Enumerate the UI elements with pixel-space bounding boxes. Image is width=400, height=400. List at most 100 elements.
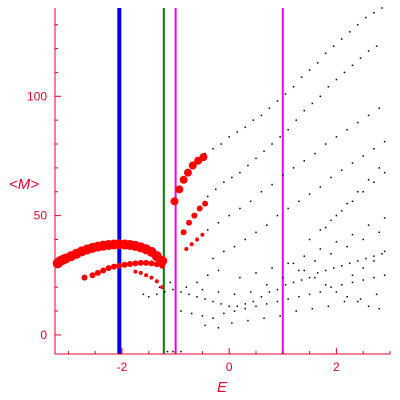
data-point [357,190,359,193]
data-point [223,312,225,315]
data-point [215,188,217,191]
data-point [212,148,214,150]
data-point [383,171,386,174]
y-tick-label: 0 [40,328,47,342]
data-point [373,181,375,183]
data-point [255,272,257,274]
data-point [300,279,303,281]
x-tick-label: 2 [333,360,340,374]
data-point [212,317,214,319]
data-point [260,295,263,298]
data-point [279,136,281,138]
data-point [308,293,311,296]
data-point [346,245,348,248]
data-point [335,291,338,293]
data-point [159,262,166,269]
data-point [303,255,305,257]
data-point [148,295,150,298]
data-point [217,269,220,272]
data-point [276,100,279,102]
data-point [287,298,289,300]
data-point [284,284,287,286]
data-point [279,315,281,317]
data-point [239,171,241,174]
data-point [298,200,300,203]
data-point [196,295,198,298]
data-point [378,231,381,234]
data-point [381,7,383,9]
data-point [373,260,375,262]
data-point [137,259,144,266]
data-point [244,126,247,129]
data-point [314,260,316,262]
data-point [132,260,139,267]
data-point [365,257,367,260]
data-point [378,307,381,310]
data-point [207,195,209,198]
data-point [330,253,332,255]
data-point [169,281,171,284]
data-point [316,272,319,274]
data-point [252,119,255,121]
data-point [217,327,220,329]
data-point [319,229,322,231]
data-point [180,310,182,312]
data-point [373,12,375,14]
data-point [362,155,364,157]
data-point [292,85,295,88]
data-point [180,229,187,236]
data-point [271,143,273,145]
data-point [346,202,348,205]
data-point [316,62,319,64]
data-point [343,300,346,303]
data-point [351,233,354,236]
data-point [265,303,268,305]
data-point [341,169,343,172]
data-point [349,31,351,33]
data-point [239,207,241,210]
data-point [276,288,279,291]
data-point [284,93,287,95]
data-point [268,291,271,293]
data-point [330,176,332,179]
data-point [196,281,198,284]
data-point [154,279,159,284]
data-point [244,307,247,310]
data-point [308,193,311,195]
data-point [204,152,206,155]
data-point [324,269,327,272]
data-point [81,274,88,281]
data-point [349,262,351,265]
data-point [373,276,375,279]
data-point [383,250,386,253]
data-point [172,350,174,353]
data-point [166,350,169,353]
data-point [260,190,263,193]
data-point [158,286,161,288]
data-point [172,288,174,291]
data-point [263,317,265,319]
data-point [303,269,305,272]
data-point [359,57,362,59]
data-point [142,293,145,296]
data-point [195,237,200,242]
data-point [303,159,305,162]
data-point [249,200,252,203]
data-point [179,175,188,184]
data-point [314,152,316,155]
data-point [324,284,327,286]
data-point [217,291,220,293]
data-point [228,136,230,138]
data-point [383,140,386,143]
data-point [217,222,220,224]
data-point [324,143,327,145]
data-point [271,183,273,186]
data-point [308,238,311,241]
data-point [236,305,238,308]
data-point [228,305,230,308]
data-point [148,260,155,267]
data-point [327,85,330,88]
data-point [223,250,225,253]
data-point [314,276,316,279]
